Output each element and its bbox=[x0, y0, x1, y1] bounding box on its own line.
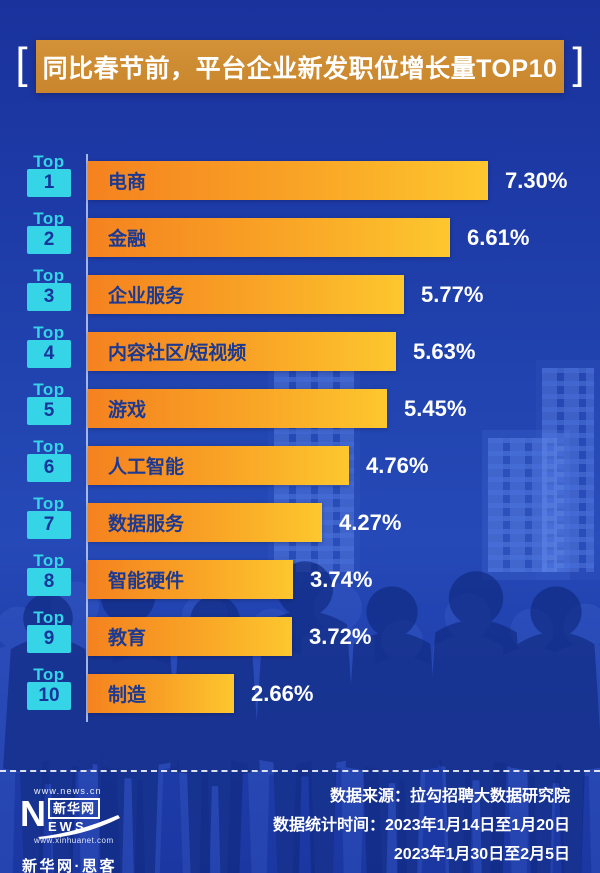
bar-rows: Top 1 电商 7.30% Top 2 金融 6.61% Top 3 企业服务 5.77% Top 4 内… bbox=[0, 152, 600, 722]
bar-value-label: 6.61% bbox=[467, 224, 530, 250]
title-bracket-right: ] bbox=[572, 38, 585, 88]
rank-badge: Top 2 bbox=[26, 210, 72, 254]
bar-category-label: 教育 bbox=[108, 628, 147, 649]
rank-badge: Top 1 bbox=[26, 153, 72, 197]
rank-badge-top-label: Top bbox=[33, 266, 65, 285]
bar: 企业服务 bbox=[88, 275, 404, 314]
skyline-building bbox=[482, 430, 570, 580]
rank-badge: Top 4 bbox=[26, 324, 72, 368]
bar-category-label: 企业服务 bbox=[108, 286, 185, 307]
logo-url-top: www.news.cn bbox=[34, 786, 102, 796]
rank-badge-top-label: Top bbox=[33, 152, 65, 171]
chart-row: Top 2 金融 6.61% bbox=[0, 209, 600, 266]
rank-badge: Top 10 bbox=[26, 666, 72, 710]
bar-value-label: 5.45% bbox=[404, 395, 467, 421]
bar-value-label: 7.30% bbox=[505, 167, 568, 193]
bar-value-label: 5.77% bbox=[421, 281, 484, 307]
chart-axis-line bbox=[86, 154, 88, 722]
bar-value-label: 3.74% bbox=[310, 566, 373, 592]
chart-row: Top 7 数据服务 4.27% bbox=[0, 494, 600, 551]
logo-url-bottom: www.xinhuanet.com bbox=[34, 836, 114, 845]
xinhuanet-logo: www.news.cn N 新华网 EWS www.xinhuanet.com … bbox=[20, 786, 160, 873]
bar-value-label: 3.72% bbox=[309, 623, 372, 649]
chart-row: Top 10 制造 2.66% bbox=[0, 665, 600, 722]
chart-row: Top 8 智能硬件 3.74% bbox=[0, 551, 600, 608]
bar-value-label: 4.27% bbox=[339, 509, 402, 535]
rank-badge: Top 7 bbox=[26, 495, 72, 539]
logo-ews-text: EWS bbox=[48, 819, 87, 834]
bar-category-label: 智能硬件 bbox=[108, 571, 185, 592]
rank-badge-top-label: Top bbox=[33, 437, 65, 456]
bar: 制造 bbox=[88, 674, 234, 713]
building-windows-texture bbox=[488, 438, 564, 572]
chart-row: Top 4 内容社区/短视频 5.63% bbox=[0, 323, 600, 380]
bar: 游戏 bbox=[88, 389, 387, 428]
chart-row: Top 5 游戏 5.45% bbox=[0, 380, 600, 437]
data-period-line-2: 2023年1月30日至2月5日 bbox=[393, 846, 570, 863]
bar: 数据服务 bbox=[88, 503, 322, 542]
rank-badge: Top 3 bbox=[26, 267, 72, 311]
rank-badge: Top 5 bbox=[26, 381, 72, 425]
logo-letter-n: N bbox=[20, 793, 46, 834]
logo-tagline: 新华网·思客 bbox=[22, 858, 117, 873]
data-source-block: 数据来源：拉勾招聘大数据研究院 数据统计时间：2023年1月14日至1月20日 … bbox=[273, 782, 570, 869]
data-period-line-1: 数据统计时间：2023年1月14日至1月20日 bbox=[273, 817, 570, 834]
bar-chart: Top 1 电商 7.30% Top 2 金融 6.61% Top 3 企业服务 5.77% Top 4 内… bbox=[0, 152, 600, 724]
rank-badge-number: 7 bbox=[27, 511, 71, 539]
bar-category-label: 金融 bbox=[108, 229, 147, 250]
dashed-divider bbox=[0, 770, 600, 772]
bar-value-label: 4.76% bbox=[366, 452, 429, 478]
rank-badge-top-label: Top bbox=[33, 380, 65, 399]
bar: 电商 bbox=[88, 161, 488, 200]
bar-value-label: 5.63% bbox=[413, 338, 476, 364]
chart-row: Top 1 电商 7.30% bbox=[0, 152, 600, 209]
bar-category-label: 制造 bbox=[108, 685, 147, 706]
rank-badge-number: 10 bbox=[27, 682, 71, 710]
bar-category-label: 游戏 bbox=[108, 400, 147, 421]
rank-badge-number: 5 bbox=[27, 397, 71, 425]
chart-row: Top 3 企业服务 5.77% bbox=[0, 266, 600, 323]
bar: 智能硬件 bbox=[88, 560, 293, 599]
rank-badge-top-label: Top bbox=[33, 608, 65, 627]
bar-category-label: 人工智能 bbox=[108, 457, 185, 478]
rank-badge-top-label: Top bbox=[33, 665, 65, 684]
data-source-line: 数据来源：拉勾招聘大数据研究院 bbox=[329, 788, 570, 805]
logo-box-text: 新华网 bbox=[48, 798, 101, 819]
rank-badge-top-label: Top bbox=[33, 209, 65, 228]
page-title: 同比春节前，平台企业新发职位增长量TOP10 bbox=[42, 54, 558, 83]
title-bracket-left: [ bbox=[15, 38, 28, 88]
bar: 教育 bbox=[88, 617, 292, 656]
rank-badge: Top 8 bbox=[26, 552, 72, 596]
rank-badge-number: 3 bbox=[27, 283, 71, 311]
bar: 人工智能 bbox=[88, 446, 349, 485]
rank-badge-number: 1 bbox=[27, 169, 71, 197]
rank-badge-number: 2 bbox=[27, 226, 71, 254]
rank-badge: Top 9 bbox=[26, 609, 72, 653]
bar-value-label: 2.66% bbox=[251, 680, 314, 706]
logo-mark: N 新华网 EWS bbox=[20, 793, 160, 839]
building-windows-texture bbox=[542, 368, 594, 572]
bar: 金融 bbox=[88, 218, 450, 257]
bar-category-label: 电商 bbox=[108, 172, 147, 193]
chart-row: Top 9 教育 3.72% bbox=[0, 608, 600, 665]
rank-badge-top-label: Top bbox=[33, 551, 65, 570]
chart-row: Top 6 人工智能 4.76% bbox=[0, 437, 600, 494]
bar-category-label: 内容社区/短视频 bbox=[108, 343, 247, 364]
rank-badge-number: 4 bbox=[27, 340, 71, 368]
skyline-building bbox=[536, 360, 600, 580]
rank-badge-number: 8 bbox=[27, 568, 71, 596]
rank-badge-number: 9 bbox=[27, 625, 71, 653]
rank-badge-top-label: Top bbox=[33, 323, 65, 342]
rank-badge-number: 6 bbox=[27, 454, 71, 482]
title-banner: [ 同比春节前，平台企业新发职位增长量TOP10 ] bbox=[15, 40, 585, 93]
bar-category-label: 数据服务 bbox=[108, 514, 185, 535]
rank-badge-top-label: Top bbox=[33, 494, 65, 513]
bar: 内容社区/短视频 bbox=[88, 332, 396, 371]
rank-badge: Top 6 bbox=[26, 438, 72, 482]
